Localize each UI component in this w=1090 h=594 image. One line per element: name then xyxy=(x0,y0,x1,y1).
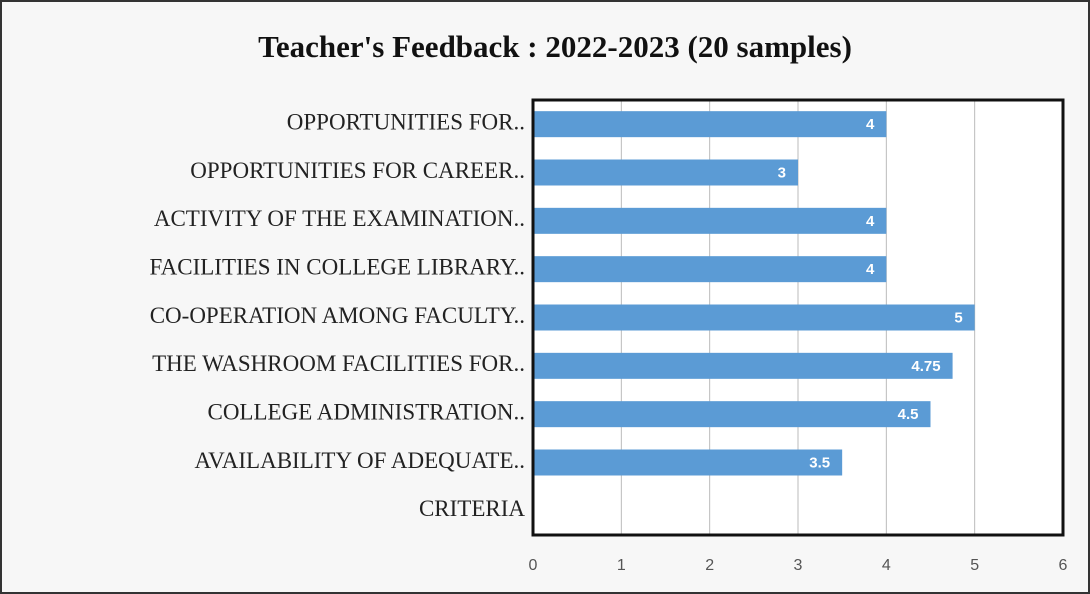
bar xyxy=(533,207,887,234)
y-tick-label: AVAILABILITY OF ADEQUATE.. xyxy=(194,448,525,473)
data-label: 4.75 xyxy=(911,358,940,375)
bar xyxy=(533,352,953,379)
y-tick-label: OPPORTUNITIES FOR CAREER.. xyxy=(190,158,525,183)
data-label: 4 xyxy=(866,213,875,230)
x-tick-label: 3 xyxy=(794,557,803,574)
data-label: 3 xyxy=(778,164,786,181)
x-tick-label: 4 xyxy=(882,557,891,574)
data-label: 4.5 xyxy=(898,406,919,423)
bar xyxy=(533,111,887,138)
bar xyxy=(533,159,798,186)
data-label: 3.5 xyxy=(809,454,830,471)
y-tick-label: FACILITIES IN COLLEGE LIBRARY.. xyxy=(150,254,525,279)
data-label: 4 xyxy=(866,261,875,278)
bar xyxy=(533,401,931,428)
data-label: 4 xyxy=(866,116,875,133)
data-label: 5 xyxy=(954,309,962,326)
x-tick-label: 0 xyxy=(529,557,538,574)
x-tick-label: 5 xyxy=(970,557,979,574)
bar xyxy=(533,304,975,331)
bar xyxy=(533,256,887,283)
bar xyxy=(533,449,843,476)
plot-border xyxy=(531,98,1065,537)
y-tick-label: COLLEGE ADMINISTRATION.. xyxy=(207,399,525,424)
y-tick-label: ACTIVITY OF THE EXAMINATION.. xyxy=(154,206,525,231)
x-tick-label: 1 xyxy=(617,557,626,574)
y-tick-label: CRITERIA xyxy=(419,496,525,521)
y-tick-label: OPPORTUNITIES FOR.. xyxy=(287,109,525,134)
x-tick-label: 2 xyxy=(705,557,714,574)
chart-title: Teacher's Feedback : 2022-2023 (20 sampl… xyxy=(258,29,852,64)
y-tick-label: CO-OPERATION AMONG FACULTY.. xyxy=(150,303,525,328)
y-tick-label: THE WASHROOM FACILITIES FOR.. xyxy=(152,351,525,376)
x-tick-label: 6 xyxy=(1059,557,1068,574)
